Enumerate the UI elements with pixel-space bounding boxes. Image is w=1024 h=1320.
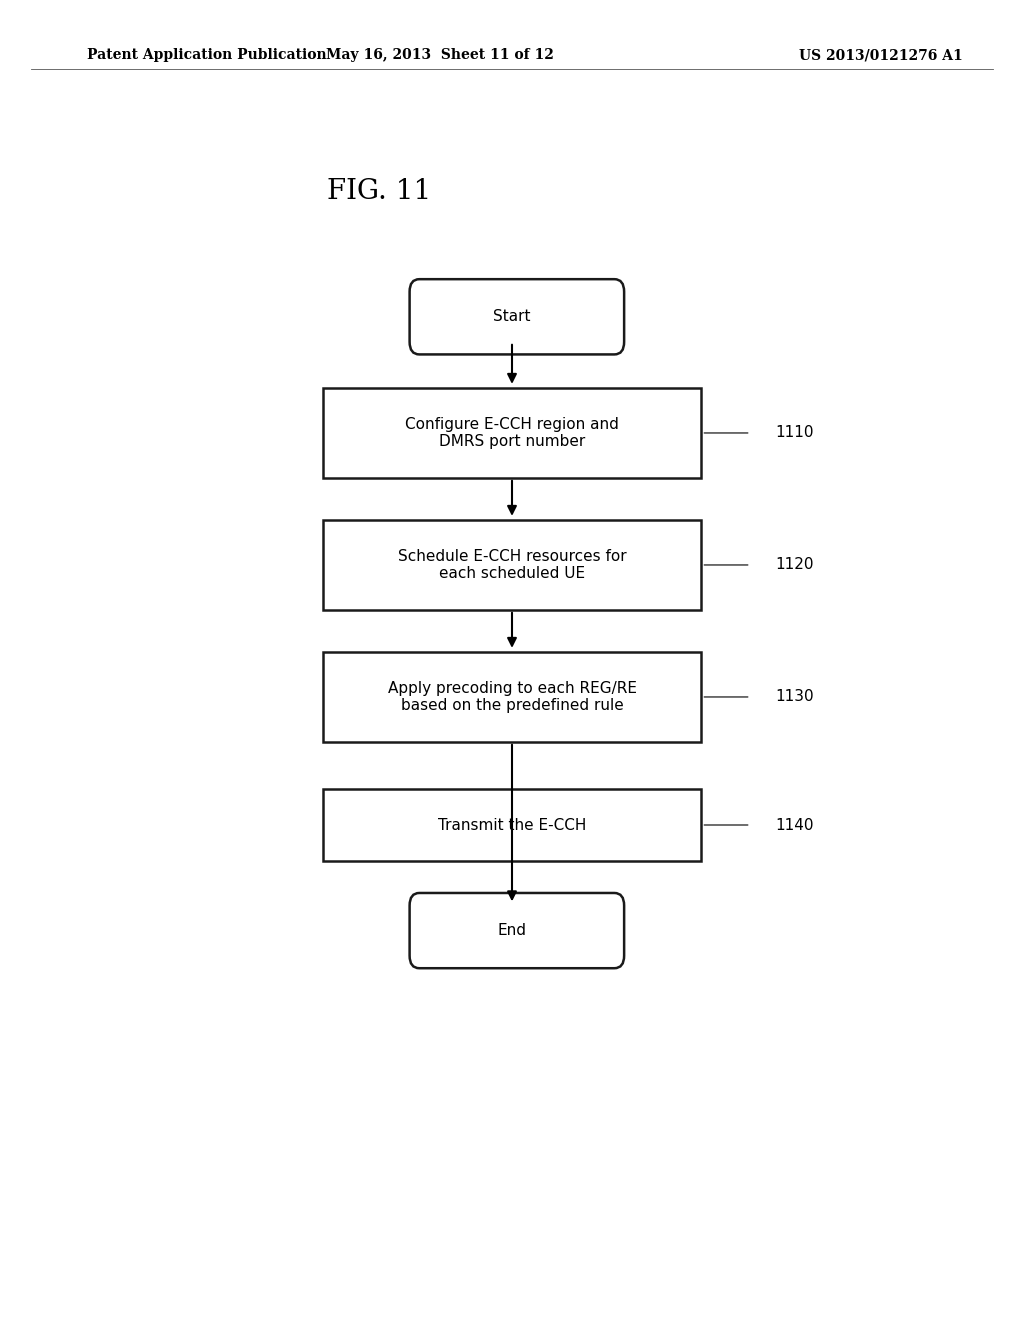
Text: Transmit the E-CCH: Transmit the E-CCH — [438, 817, 586, 833]
Text: FIG. 11: FIG. 11 — [327, 178, 431, 205]
Bar — [323, 520, 701, 610]
Bar — [323, 789, 701, 862]
Text: Apply precoding to each REG/RE
based on the predefined rule: Apply precoding to each REG/RE based on … — [387, 681, 637, 713]
Text: Configure E-CCH region and
DMRS port number: Configure E-CCH region and DMRS port num… — [406, 417, 618, 449]
Bar — [323, 652, 701, 742]
Text: 1130: 1130 — [775, 689, 814, 705]
Text: Start: Start — [494, 309, 530, 325]
Text: 1140: 1140 — [775, 817, 814, 833]
Text: Schedule E-CCH resources for
each scheduled UE: Schedule E-CCH resources for each schedu… — [397, 549, 627, 581]
FancyBboxPatch shape — [410, 894, 625, 969]
Bar — [323, 388, 701, 478]
Text: 1110: 1110 — [775, 425, 814, 441]
FancyBboxPatch shape — [410, 280, 625, 354]
Text: US 2013/0121276 A1: US 2013/0121276 A1 — [799, 49, 963, 62]
Text: End: End — [498, 923, 526, 939]
Text: May 16, 2013  Sheet 11 of 12: May 16, 2013 Sheet 11 of 12 — [327, 49, 554, 62]
Text: 1120: 1120 — [775, 557, 814, 573]
Text: Patent Application Publication: Patent Application Publication — [87, 49, 327, 62]
